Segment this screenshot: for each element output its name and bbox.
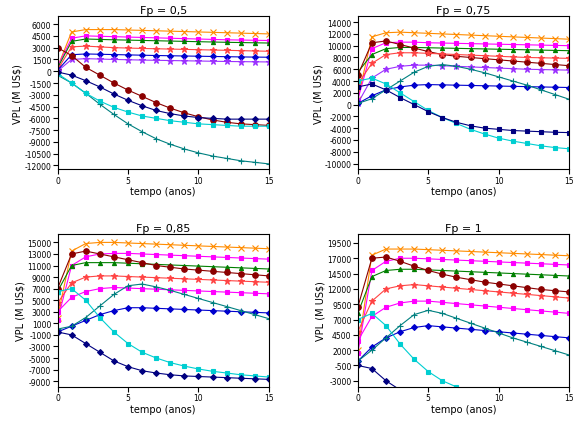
X-axis label: tempo (anos): tempo (anos) bbox=[431, 187, 496, 197]
Y-axis label: VPL (M US$): VPL (M US$) bbox=[316, 281, 326, 341]
X-axis label: tempo (anos): tempo (anos) bbox=[131, 404, 196, 414]
Title: Fp = 1: Fp = 1 bbox=[445, 224, 482, 233]
X-axis label: tempo (anos): tempo (anos) bbox=[431, 404, 496, 414]
Title: Fp = 0,85: Fp = 0,85 bbox=[136, 224, 190, 233]
X-axis label: tempo (anos): tempo (anos) bbox=[131, 187, 196, 197]
Title: Fp = 0,5: Fp = 0,5 bbox=[140, 6, 187, 16]
Y-axis label: VPL (M US$): VPL (M US$) bbox=[313, 64, 323, 123]
Title: Fp = 0,75: Fp = 0,75 bbox=[436, 6, 490, 16]
Y-axis label: VPL (M US$): VPL (M US$) bbox=[13, 64, 23, 123]
Y-axis label: VPL (M US$): VPL (M US$) bbox=[16, 281, 26, 341]
